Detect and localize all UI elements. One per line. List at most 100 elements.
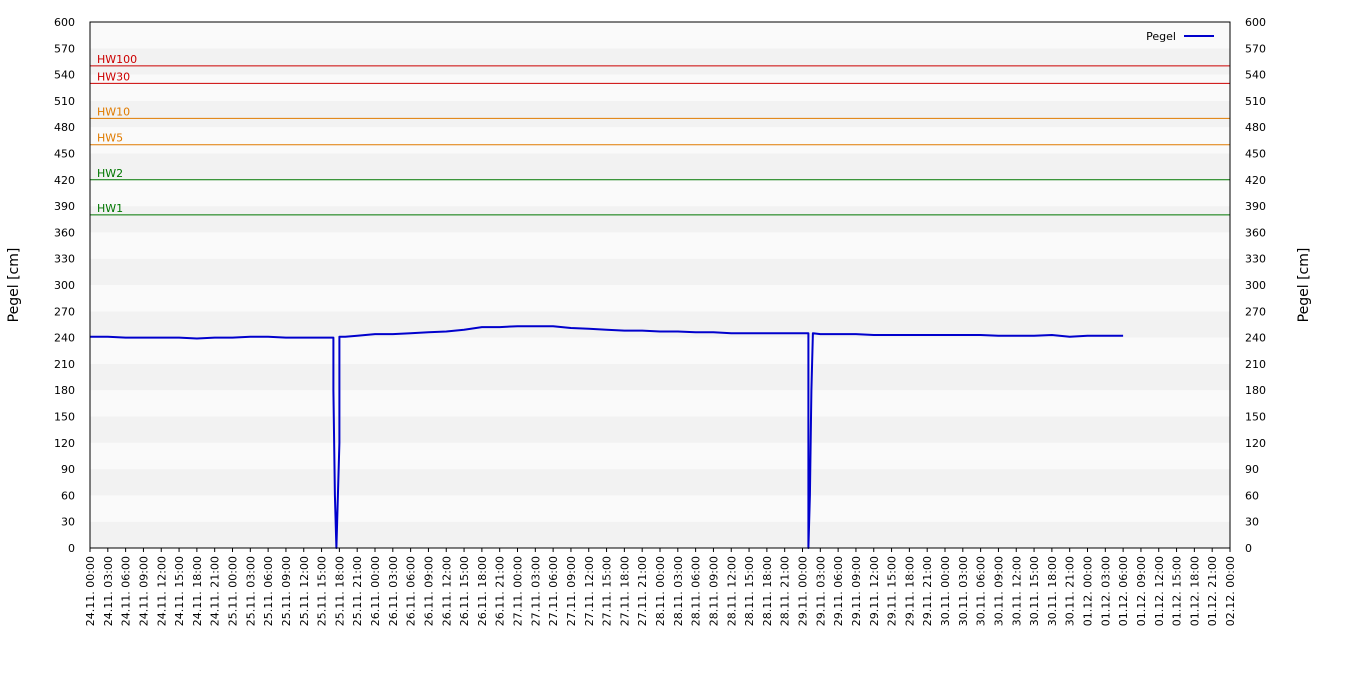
x-tick-label: 28.11. 18:00: [761, 556, 774, 626]
grid-band: [90, 521, 1230, 548]
grid-band: [90, 363, 1230, 391]
series-layer: [90, 325, 1124, 549]
x-tick-label: 25.11. 00:00: [227, 556, 240, 626]
y-tick-label: 330: [1245, 253, 1266, 266]
y-tick-label: 90: [61, 463, 75, 476]
y-tick-label: 390: [54, 200, 75, 213]
grid-band: [90, 206, 1230, 233]
x-tick-label: 27.11. 00:00: [512, 556, 525, 626]
threshold-label-hw2: HW2: [97, 167, 123, 180]
legend: Pegel: [1146, 30, 1214, 43]
x-tick-label: 26.11. 18:00: [476, 556, 489, 626]
x-tick-label: 26.11. 09:00: [422, 556, 435, 626]
x-tick-label: 26.11. 12:00: [440, 556, 453, 626]
threshold-lines: HW100 HW30 HW10 HW5 HW2 HW1: [90, 53, 1230, 216]
x-tick-label: 25.11. 06:00: [262, 556, 275, 626]
x-tick-label: 30.11. 15:00: [1028, 556, 1041, 626]
x-tick-label: 24.11. 09:00: [137, 556, 150, 626]
x-tick-label: 01.12. 18:00: [1188, 556, 1201, 626]
grid-band: [90, 153, 1230, 180]
x-tick-label: 28.11. 21:00: [779, 556, 792, 626]
grid-band: [90, 22, 1230, 49]
x-tick-label: 30.11. 21:00: [1064, 556, 1077, 626]
grid-band: [90, 258, 1230, 285]
y-tick-label: 270: [54, 305, 75, 318]
y-tick-label: 240: [1245, 332, 1266, 345]
y-tick-label: 510: [54, 95, 75, 108]
grid-band: [90, 48, 1230, 75]
x-tick-label: 26.11. 15:00: [458, 556, 471, 626]
x-tick-label: 25.11. 15:00: [316, 556, 329, 626]
x-tick-label: 24.11. 21:00: [209, 556, 222, 626]
x-tick-label: 27.11. 12:00: [583, 556, 596, 626]
x-tick-label: 28.11. 06:00: [690, 556, 703, 626]
x-tick-label: 01.12. 12:00: [1153, 556, 1166, 626]
y-axis-left: 0 30 60 90 120 150 180 210 240 270 300 330 360 390 420…: [54, 16, 75, 555]
x-tick-label: 01.12. 21:00: [1206, 556, 1219, 626]
x-tick-label: 29.11. 03:00: [814, 556, 827, 626]
y-axis-right: 0 30 60 90 120 150 180 210 240 270 300 330 360 390 420…: [1245, 16, 1266, 555]
y-tick-label: 0: [68, 542, 75, 555]
x-tick-label: 01.12. 00:00: [1082, 556, 1095, 626]
x-tick-label: 28.11. 12:00: [725, 556, 738, 626]
x-tick-label: 30.11. 03:00: [957, 556, 970, 626]
legend-label: Pegel: [1146, 30, 1176, 43]
y-tick-label: 570: [54, 42, 75, 55]
x-tick-label: 30.11. 12:00: [1010, 556, 1023, 626]
threshold-label-hw30: HW30: [97, 70, 130, 83]
y-tick-label: 420: [54, 174, 75, 187]
y-tick-label: 60: [61, 489, 75, 502]
y-tick-label: 360: [1245, 226, 1266, 239]
y-tick-label: 120: [54, 437, 75, 450]
x-tick-label: 28.11. 09:00: [707, 556, 720, 626]
y-tick-label: 180: [54, 384, 75, 397]
x-tick-label: 29.11. 06:00: [832, 556, 845, 626]
x-tick-label: 24.11. 03:00: [102, 556, 115, 626]
y-tick-label: 180: [1245, 384, 1266, 397]
grid-band: [90, 179, 1230, 207]
x-tick-label: 01.12. 09:00: [1135, 556, 1148, 626]
x-tick-label: 01.12. 15:00: [1171, 556, 1184, 626]
grid-band: [90, 390, 1230, 417]
x-tick-label: 24.11. 15:00: [173, 556, 186, 626]
y-tick-label: 300: [54, 279, 75, 292]
x-tick-label: 25.11. 21:00: [351, 556, 364, 626]
x-tick-label: 26.11. 21:00: [494, 556, 507, 626]
y-tick-label: 150: [54, 411, 75, 424]
x-tick-label: 27.11. 09:00: [565, 556, 578, 626]
x-tick-label: 01.12. 03:00: [1099, 556, 1112, 626]
y-tick-label: 570: [1245, 42, 1266, 55]
grid-band: [90, 495, 1230, 522]
x-tick-label: 28.11. 00:00: [654, 556, 667, 626]
grid-bands: [90, 22, 1230, 548]
grid-band: [90, 232, 1230, 259]
y-tick-label: 270: [1245, 305, 1266, 318]
y-tick-label: 480: [1245, 121, 1266, 134]
x-tick-label: 26.11. 00:00: [369, 556, 382, 626]
threshold-label-hw5: HW5: [97, 132, 123, 145]
x-tick-label: 29.11. 12:00: [868, 556, 881, 626]
y-tick-label: 60: [1245, 489, 1259, 502]
x-tick-label: 24.11. 12:00: [155, 556, 168, 626]
grid-band: [90, 442, 1230, 470]
y-tick-label: 540: [1245, 69, 1266, 82]
y-tick-label: 150: [1245, 411, 1266, 424]
x-tick-label: 30.11. 09:00: [992, 556, 1005, 626]
x-tick-label: 29.11. 15:00: [886, 556, 899, 626]
y-tick-label: 300: [1245, 279, 1266, 292]
x-tick-label: 27.11. 06:00: [547, 556, 560, 626]
x-tick-label: 30.11. 18:00: [1046, 556, 1059, 626]
x-tick-label: 24.11. 00:00: [84, 556, 97, 626]
grid-band: [90, 285, 1230, 312]
y-tick-label: 240: [54, 332, 75, 345]
y-tick-label: 30: [1245, 516, 1259, 529]
x-tick-label: 24.11. 06:00: [120, 556, 133, 626]
x-tick-label: 29.11. 00:00: [797, 556, 810, 626]
grid-band: [90, 469, 1230, 496]
x-tick-label: 02.12. 00:00: [1224, 556, 1237, 626]
x-tick-label: 26.11. 06:00: [405, 556, 418, 626]
threshold-label-hw1: HW1: [97, 202, 123, 215]
x-tick-label: 29.11. 21:00: [921, 556, 934, 626]
y-tick-label: 390: [1245, 200, 1266, 213]
